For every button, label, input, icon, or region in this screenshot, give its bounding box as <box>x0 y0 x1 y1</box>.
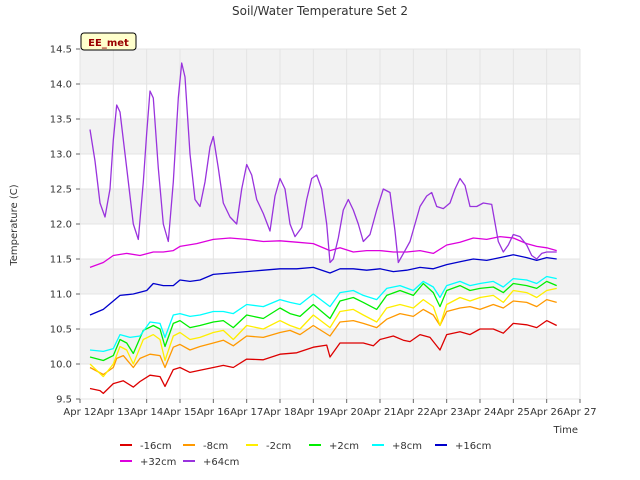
series-line-5 <box>89 275 557 353</box>
y-axis-ticks: 9.5 10.0 10.5 11.0 11.5 12.0 12.5 13.0 13.5 14.0 1… <box>50 45 80 406</box>
legend-label: -16cm <box>140 441 172 452</box>
y-tick-label: 13.5 <box>50 115 72 126</box>
series-lines <box>89 62 557 395</box>
legend-label: -2cm <box>266 441 291 452</box>
series-line-8 <box>89 62 557 264</box>
x-tick-label: Apr 27 <box>563 407 596 418</box>
x-tick-label: Apr 19 <box>297 407 330 418</box>
x-tick-label: Apr 14 <box>130 407 163 418</box>
plot-band <box>80 364 580 399</box>
series-line-4 <box>89 280 557 362</box>
legend-label: +2cm <box>329 441 359 452</box>
x-tick-label: Apr 17 <box>230 407 263 418</box>
station-badge-box <box>80 32 137 51</box>
series-line-2 <box>89 298 557 376</box>
plot-background-bands <box>80 49 580 399</box>
series-line-1 <box>89 319 557 395</box>
y-tick-label: 11.0 <box>50 290 72 301</box>
plot-band <box>80 154 580 189</box>
y-tick-label: 12.5 <box>50 185 72 196</box>
y-tick-label: 14.5 <box>50 45 72 56</box>
plot-band <box>80 259 580 294</box>
station-badge-label: EE_met <box>88 38 129 49</box>
legend-label: +32cm <box>140 457 176 468</box>
y-axis-label: Temperature (C) <box>9 184 20 266</box>
plot-band <box>80 329 580 364</box>
x-tick-label: Apr 18 <box>263 407 296 418</box>
plot-band <box>80 119 580 154</box>
chart-title: Soil/Water Temperature Set 2 <box>232 4 408 18</box>
y-tick-label: 9.5 <box>56 395 72 406</box>
y-tick-label: 10.5 <box>50 325 72 336</box>
series-line-6 <box>89 254 557 316</box>
x-tick-label: Apr 24 <box>463 407 496 418</box>
plot-band <box>80 84 580 119</box>
y-tick-label: 10.0 <box>50 360 72 371</box>
y-tick-label: 13.0 <box>50 150 72 161</box>
x-tick-label: Apr 16 <box>197 407 230 418</box>
plot-band <box>80 294 580 329</box>
grid-lines <box>79 48 581 400</box>
legend-label: +16cm <box>455 441 491 452</box>
legend-label: +8cm <box>392 441 422 452</box>
x-tick-label: Apr 20 <box>330 407 363 418</box>
x-tick-label: Apr 15 <box>163 407 196 418</box>
x-tick-label: Apr 26 <box>530 407 563 418</box>
x-tick-label: Apr 22 <box>397 407 430 418</box>
x-tick-label: Apr 13 <box>97 407 130 418</box>
x-axis-label: Time <box>553 425 578 436</box>
x-tick-label: Apr 23 <box>430 407 463 418</box>
y-tick-label: 11.5 <box>50 255 72 266</box>
plot-band <box>80 49 580 84</box>
plot-band <box>80 189 580 224</box>
legend-label: +64cm <box>203 457 239 468</box>
legend: -16cm -8cm -2cm +2cm +8cm +16cm +32cm +64cm <box>120 441 491 468</box>
station-badge: EE_met <box>80 32 137 51</box>
x-axis-ticks: Apr 12 Apr 13 Apr 14 Apr 15 Apr 16 Apr 17 Apr … <box>63 399 597 418</box>
x-tick-label: Apr 21 <box>363 407 396 418</box>
x-tick-label: Apr 12 <box>63 407 96 418</box>
y-tick-label: 14.0 <box>50 80 72 91</box>
y-tick-label: 12.0 <box>50 220 72 231</box>
plot-band <box>80 224 580 259</box>
series-line-3 <box>89 287 557 378</box>
x-tick-label: Apr 25 <box>497 407 530 418</box>
legend-label: -8cm <box>203 441 228 452</box>
